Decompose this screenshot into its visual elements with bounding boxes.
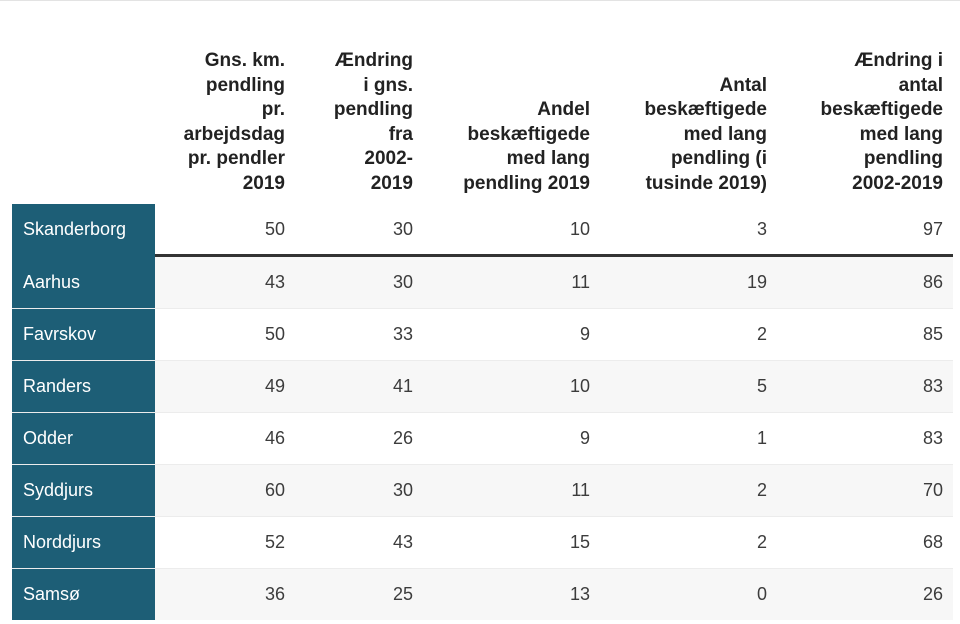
value-count-long: 3: [756, 218, 767, 239]
top-border: [0, 0, 960, 1]
municipality-name: Favrskov: [12, 309, 155, 360]
value-change-avg: 30: [392, 218, 413, 239]
municipality-name: Skanderborg: [12, 204, 155, 254]
value-change-avg: 41: [392, 376, 413, 396]
value-avg-km: 36: [264, 584, 285, 604]
value-change-count: 70: [922, 480, 943, 500]
value-count-long: 0: [756, 584, 767, 604]
value-count-long: 2: [756, 532, 767, 552]
table-body: Aarhus 43 30 11 19 86 Favrskov 50 33 9 2 85 Randers 4…: [12, 257, 953, 620]
value-share-long: 9: [579, 428, 590, 448]
value-avg-km: 50: [264, 324, 285, 344]
value-change-avg: 43: [392, 532, 413, 552]
value-change-count: 26: [922, 584, 943, 604]
value-share-long: 13: [569, 584, 590, 604]
table-row: Favrskov 50 33 9 2 85: [12, 308, 953, 360]
municipality-name: Randers: [12, 361, 155, 412]
value-count-long: 19: [746, 272, 767, 292]
value-change-count: 83: [922, 376, 943, 396]
header-change-count: Ændring i antal beskæftigede med lang pe…: [820, 50, 943, 194]
value-share-long: 11: [571, 272, 590, 292]
commuting-table: Gns. km. pendling pr. arbejdsdag pr. pen…: [12, 36, 953, 620]
value-change-avg: 33: [392, 324, 413, 344]
value-change-count: 83: [922, 428, 943, 448]
table-row: Odder 46 26 9 1 83: [12, 412, 953, 464]
municipality-name: Samsø: [12, 569, 155, 620]
header-avg-km: Gns. km. pendling pr. arbejdsdag pr. pen…: [183, 50, 285, 194]
value-avg-km: 49: [264, 376, 285, 396]
value-share-long: 10: [569, 376, 590, 396]
table-row: Syddjurs 60 30 11 2 70: [12, 464, 953, 516]
value-count-long: 1: [756, 428, 767, 448]
table-header: Gns. km. pendling pr. arbejdsdag pr. pen…: [12, 36, 953, 196]
value-change-count: 97: [922, 218, 943, 239]
value-change-avg: 30: [392, 272, 413, 292]
value-share-long: 15: [569, 532, 590, 552]
value-change-avg: 26: [392, 428, 413, 448]
value-change-avg: 30: [392, 480, 413, 500]
header-share-long: Andel beskæftigede med lang pendling 201…: [463, 99, 590, 194]
value-avg-km: 52: [264, 532, 285, 552]
value-avg-km: 43: [264, 272, 285, 292]
featured-row: Skanderborg 50 30 10 3 97: [12, 204, 953, 254]
value-change-count: 85: [922, 324, 943, 344]
featured-divider: [12, 254, 953, 257]
municipality-name: Odder: [12, 413, 155, 464]
value-count-long: 5: [756, 376, 767, 396]
value-avg-km: 46: [264, 428, 285, 448]
value-share-long: 11: [571, 480, 590, 500]
value-count-long: 2: [756, 324, 767, 344]
value-change-avg: 25: [392, 584, 413, 604]
table-row: Aarhus 43 30 11 19 86: [12, 257, 953, 308]
municipality-name: Norddjurs: [12, 517, 155, 568]
table-row: Randers 49 41 10 5 83: [12, 360, 953, 412]
value-share-long: 10: [569, 218, 590, 239]
municipality-name: Syddjurs: [12, 465, 155, 516]
value-count-long: 2: [756, 480, 767, 500]
value-avg-km: 60: [264, 480, 285, 500]
table-row: Samsø 36 25 13 0 26: [12, 568, 953, 620]
value-change-count: 68: [922, 532, 943, 552]
municipality-name: Aarhus: [12, 257, 155, 308]
header-change-avg: Ændring i gns. pendling fra 2002- 2019: [333, 50, 413, 194]
value-share-long: 9: [579, 324, 590, 344]
header-count-long: Antal beskæftigede med lang pendling (i …: [644, 74, 767, 194]
value-avg-km: 50: [264, 218, 285, 239]
value-change-count: 86: [922, 272, 943, 292]
table-row: Norddjurs 52 43 15 2 68: [12, 516, 953, 568]
